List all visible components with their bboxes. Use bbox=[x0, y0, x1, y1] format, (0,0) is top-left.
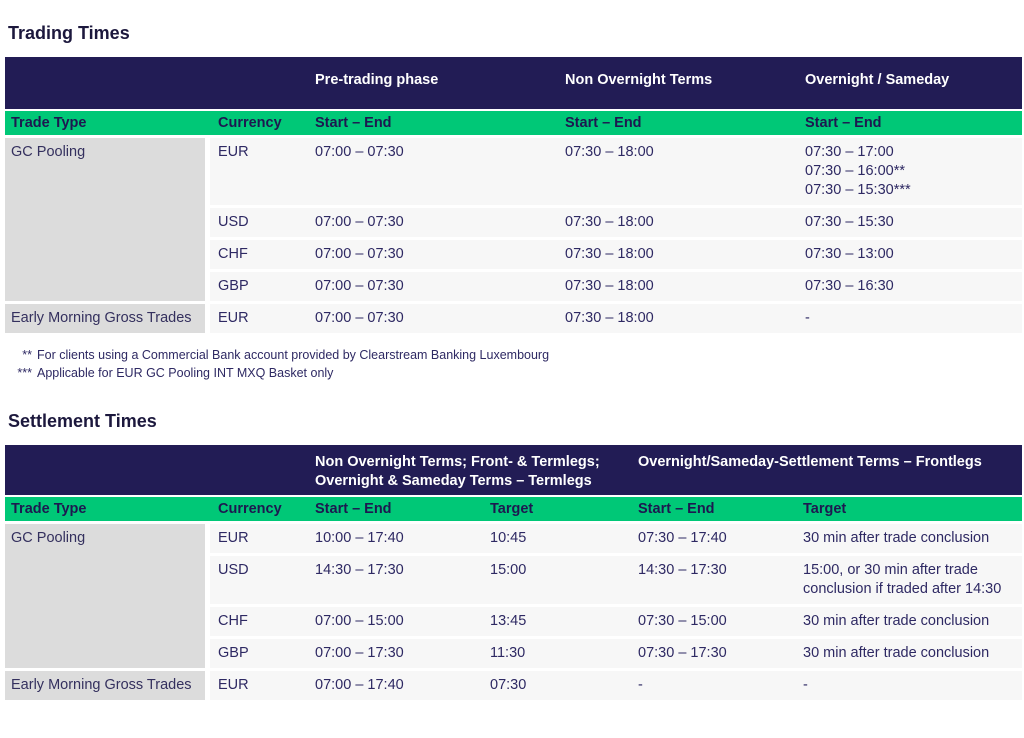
table-row: USD 14:30 – 17:30 15:00 14:30 – 17:30 15… bbox=[5, 556, 1023, 607]
start-end-cell: 07:00 – 17:40 bbox=[307, 671, 482, 703]
col-header-trade-type: Trade Type bbox=[5, 111, 210, 138]
footnote-marker: *** bbox=[17, 365, 32, 380]
currency-cell: GBP bbox=[210, 272, 307, 304]
non-overnight-cell: 07:30 – 18:00 bbox=[557, 138, 797, 208]
start-end-cell: 07:00 – 17:30 bbox=[307, 639, 482, 671]
table-row: GBP 07:00 – 07:30 07:30 – 18:00 07:30 – … bbox=[5, 272, 1022, 304]
trading-times-title: Trading Times bbox=[8, 23, 130, 43]
start-end-cell: 14:30 – 17:30 bbox=[307, 556, 482, 607]
footnote-marker: ** bbox=[22, 348, 32, 362]
overnight-cell: 07:30 – 17:00 07:30 – 16:00** 07:30 – 15… bbox=[797, 138, 1022, 208]
settlement-column-header-row: Trade Type Currency Start – End Target S… bbox=[5, 497, 1023, 524]
group-header-overnight: Overnight / Sameday bbox=[797, 57, 1022, 111]
table-row: GBP 07:00 – 17:30 11:30 07:30 – 17:30 30… bbox=[5, 639, 1023, 671]
footnote-text: For clients using a Commercial Bank acco… bbox=[37, 348, 550, 362]
overnight-time-line: 07:30 – 15:30*** bbox=[805, 182, 911, 198]
table-row: CHF 07:00 – 15:00 13:45 07:30 – 15:00 30… bbox=[5, 607, 1023, 639]
overnight-cell: - bbox=[797, 304, 1022, 336]
col-header-start-end-2: Start – End bbox=[630, 497, 795, 524]
start-end-cell: 07:30 – 17:40 bbox=[630, 524, 795, 556]
currency-cell: USD bbox=[210, 556, 307, 607]
trading-column-header-row: Trade Type Currency Start – End Start – … bbox=[5, 111, 1022, 138]
pre-trading-cell: 07:00 – 07:30 bbox=[307, 304, 557, 336]
settlement-group-header-row: Non Overnight Terms; Front- & Termlegs; … bbox=[5, 445, 1023, 497]
trade-type-cell: GC Pooling bbox=[5, 138, 210, 304]
target-cell: 07:30 bbox=[482, 671, 630, 703]
target-cell: 11:30 bbox=[482, 639, 630, 671]
non-overnight-cell: 07:30 – 18:00 bbox=[557, 304, 797, 336]
non-overnight-cell: 07:30 – 18:00 bbox=[557, 240, 797, 272]
currency-cell: EUR bbox=[210, 304, 307, 336]
table-row: Early Morning Gross Trades EUR 07:00 – 1… bbox=[5, 671, 1023, 703]
col-header-target-2: Target bbox=[795, 497, 1023, 524]
currency-cell: GBP bbox=[210, 639, 307, 671]
table-row: Early Morning Gross Trades EUR 07:00 – 0… bbox=[5, 304, 1022, 336]
currency-cell: USD bbox=[210, 208, 307, 240]
currency-cell: CHF bbox=[210, 607, 307, 639]
target-cell: 13:45 bbox=[482, 607, 630, 639]
overnight-cell: 07:30 – 16:30 bbox=[797, 272, 1022, 304]
overnight-time-line: 07:30 – 16:00** bbox=[805, 163, 905, 179]
currency-cell: EUR bbox=[210, 524, 307, 556]
target-cell: 30 min after trade conclusion bbox=[795, 639, 1023, 671]
col-header-currency: Currency bbox=[210, 497, 307, 524]
table-row: GC Pooling EUR 10:00 – 17:40 10:45 07:30… bbox=[5, 524, 1023, 671]
non-overnight-cell: 07:30 – 18:00 bbox=[557, 208, 797, 240]
start-end-cell: 07:30 – 17:30 bbox=[630, 639, 795, 671]
trade-type-cell: Early Morning Gross Trades bbox=[5, 304, 210, 336]
col-header-start-end-overnight: Start – End bbox=[797, 111, 1022, 138]
target-cell: 30 min after trade conclusion bbox=[795, 607, 1023, 639]
footnote: *** Applicable for EUR GC Pooling INT MX… bbox=[8, 365, 1024, 383]
group-header-line: Non Overnight Terms; Front- & Termlegs; bbox=[315, 454, 600, 470]
group-header-non-overnight-settlement: Non Overnight Terms; Front- & Termlegs; … bbox=[307, 445, 630, 497]
trading-group-header-row: Pre-trading phase Non Overnight Terms Ov… bbox=[5, 57, 1022, 111]
table-row: GC Pooling EUR 07:00 – 07:30 07:30 – 18:… bbox=[5, 138, 1022, 304]
trade-type-cell: Early Morning Gross Trades bbox=[5, 671, 210, 703]
settlement-times-table: Non Overnight Terms; Front- & Termlegs; … bbox=[5, 445, 1023, 703]
pre-trading-cell: 07:00 – 07:30 bbox=[307, 240, 557, 272]
group-header-line: Overnight & Sameday Terms – Termlegs bbox=[315, 473, 592, 489]
currency-cell: EUR bbox=[210, 671, 307, 703]
start-end-cell: 07:00 – 15:00 bbox=[307, 607, 482, 639]
overnight-cell: 07:30 – 13:00 bbox=[797, 240, 1022, 272]
non-overnight-cell: 07:30 – 18:00 bbox=[557, 272, 797, 304]
start-end-cell: 07:30 – 15:00 bbox=[630, 607, 795, 639]
col-header-start-end-non-overnight: Start – End bbox=[557, 111, 797, 138]
target-cell: 10:45 bbox=[482, 524, 630, 556]
group-header-non-overnight: Non Overnight Terms bbox=[557, 57, 797, 111]
footnote-text: Applicable for EUR GC Pooling INT MXQ Ba… bbox=[37, 365, 334, 380]
target-cell: - bbox=[795, 671, 1023, 703]
pre-trading-cell: 07:00 – 07:30 bbox=[307, 272, 557, 304]
start-end-cell: 14:30 – 17:30 bbox=[630, 556, 795, 607]
table-row: CHF 07:00 – 07:30 07:30 – 18:00 07:30 – … bbox=[5, 240, 1022, 272]
group-header-overnight-settlement: Overnight/Sameday-Settlement Terms – Fro… bbox=[630, 445, 1023, 497]
overnight-cell: 07:30 – 15:30 bbox=[797, 208, 1022, 240]
col-header-trade-type: Trade Type bbox=[5, 497, 210, 524]
group-header-spacer bbox=[5, 57, 307, 111]
pre-trading-cell: 07:00 – 07:30 bbox=[307, 208, 557, 240]
col-header-start-end-1: Start – End bbox=[307, 497, 482, 524]
target-cell: 15:00 bbox=[482, 556, 630, 607]
footnote: ** For clients using a Commercial Bank a… bbox=[8, 347, 1024, 365]
target-cell: 15:00, or 30 min after trade conclusion … bbox=[795, 556, 1023, 607]
currency-cell: EUR bbox=[210, 138, 307, 208]
start-end-cell: 10:00 – 17:40 bbox=[307, 524, 482, 556]
col-header-currency: Currency bbox=[210, 111, 307, 138]
pre-trading-cell: 07:00 – 07:30 bbox=[307, 138, 557, 208]
settlement-times-title: Settlement Times bbox=[8, 411, 157, 431]
col-header-start-end-pre: Start – End bbox=[307, 111, 557, 138]
overnight-time-line: 07:30 – 17:00 bbox=[805, 144, 894, 160]
group-header-spacer bbox=[5, 445, 307, 497]
start-end-cell: - bbox=[630, 671, 795, 703]
currency-cell: CHF bbox=[210, 240, 307, 272]
trading-footnotes: ** For clients using a Commercial Bank a… bbox=[8, 347, 1024, 382]
table-row: USD 07:00 – 07:30 07:30 – 18:00 07:30 – … bbox=[5, 208, 1022, 240]
col-header-target-1: Target bbox=[482, 497, 630, 524]
target-cell: 30 min after trade conclusion bbox=[795, 524, 1023, 556]
group-header-pre-trading: Pre-trading phase bbox=[307, 57, 557, 111]
trading-times-table: Pre-trading phase Non Overnight Terms Ov… bbox=[5, 57, 1022, 336]
trade-type-cell: GC Pooling bbox=[5, 524, 210, 671]
